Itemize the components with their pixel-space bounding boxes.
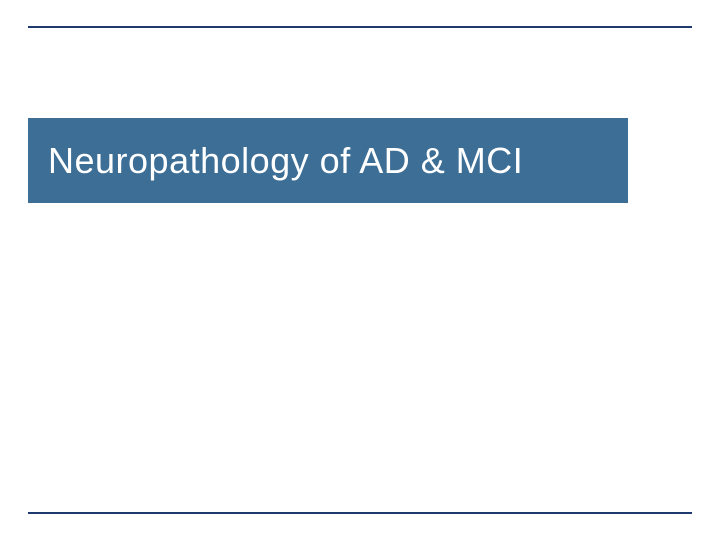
top-border-line (28, 26, 692, 28)
slide-container: Neuropathology of AD & MCI (0, 0, 720, 540)
slide-title: Neuropathology of AD & MCI (48, 140, 523, 182)
title-box: Neuropathology of AD & MCI (28, 118, 628, 203)
bottom-border-line (28, 512, 692, 514)
